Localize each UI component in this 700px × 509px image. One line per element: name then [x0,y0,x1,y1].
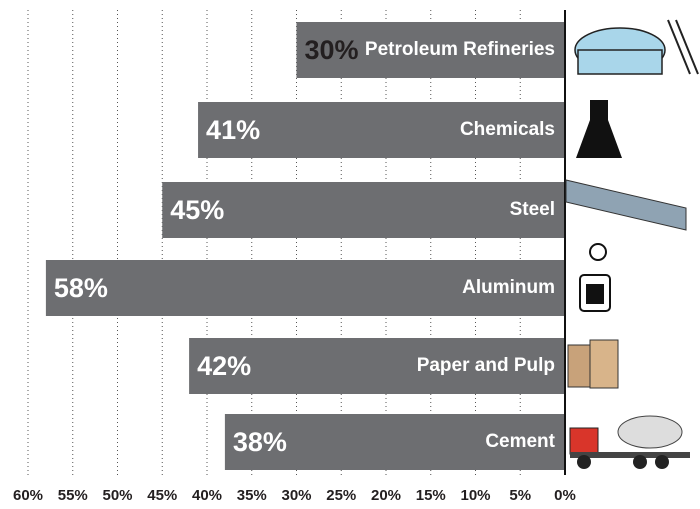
category-label: Cement [485,431,555,452]
bags-icon [568,340,618,388]
x-tick-label: 0% [554,487,576,504]
x-tick-label: 5% [509,487,531,504]
x-tick-label: 20% [371,487,401,504]
value-label: 45% [170,195,224,225]
category-label: Paper and Pulp [417,355,555,376]
x-tick-label: 60% [13,487,43,504]
category-label: Steel [510,199,555,220]
category-label: Aluminum [462,277,555,298]
truck-icon [570,416,690,469]
category-label: Chemicals [460,119,555,140]
x-tick-label: 25% [326,487,356,504]
x-tick-label: 15% [416,487,446,504]
value-label: 30% [305,35,359,65]
x-tick-label: 30% [281,487,311,504]
x-tick-label: 55% [58,487,88,504]
value-label: 58% [54,273,108,303]
category-label: Petroleum Refineries [365,39,555,60]
chart: 60% 55% 50% 45% 40% 35% 30% 25% 20% 15% 10% 5% 0% Pet… [0,0,700,509]
value-label: 42% [197,351,251,381]
icons [566,20,698,469]
steel-icon [566,180,686,230]
x-tick-label: 10% [460,487,490,504]
value-label: 38% [233,427,287,457]
value-label: 41% [206,115,260,145]
x-tick-label: 40% [192,487,222,504]
x-tick-label: 50% [102,487,132,504]
x-tick-label: 45% [147,487,177,504]
flask-icon [576,100,622,158]
x-tick-label: 35% [237,487,267,504]
can-icon [580,244,610,311]
refinery-icon [575,20,698,74]
